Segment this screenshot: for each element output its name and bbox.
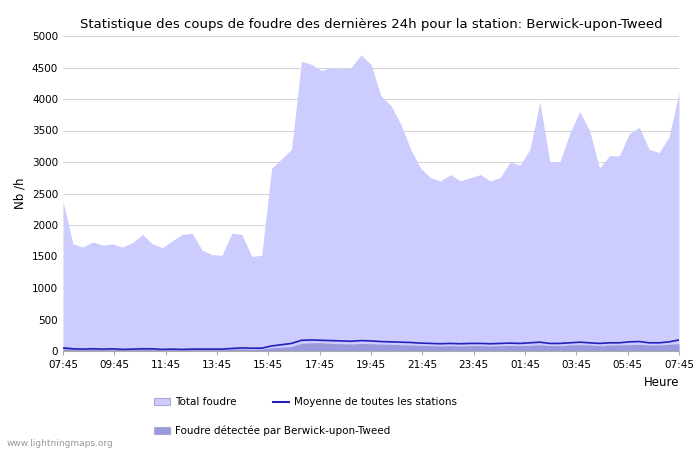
Y-axis label: Nb /h: Nb /h [13,178,27,209]
Title: Statistique des coups de foudre des dernières 24h pour la station: Berwick-upon-: Statistique des coups de foudre des dern… [80,18,662,31]
X-axis label: Heure: Heure [643,376,679,389]
Text: www.lightningmaps.org: www.lightningmaps.org [7,439,113,448]
Legend: Foudre détectée par Berwick-upon-Tweed: Foudre détectée par Berwick-upon-Tweed [155,426,391,436]
